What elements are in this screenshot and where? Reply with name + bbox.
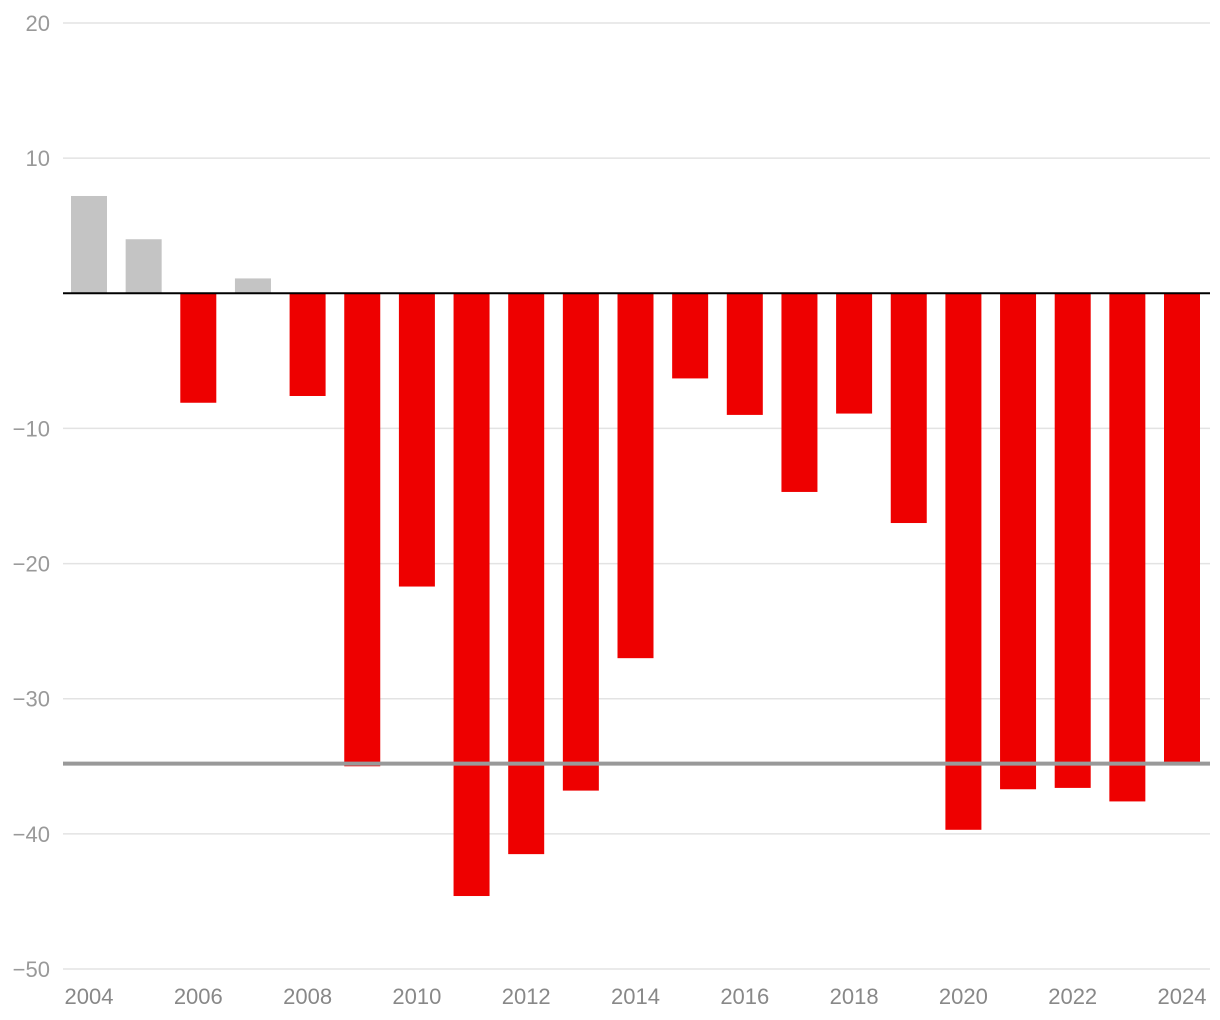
x-tick-label: 2012 bbox=[502, 984, 551, 1009]
reference-lines bbox=[63, 292, 1210, 766]
bar-2013 bbox=[562, 293, 599, 791]
y-tick-label: −40 bbox=[13, 822, 50, 847]
bar-2007 bbox=[234, 278, 271, 294]
x-tick-label: 2024 bbox=[1158, 984, 1207, 1009]
bar-2011 bbox=[453, 293, 490, 897]
bar-2024 bbox=[1164, 293, 1200, 764]
bar-2005 bbox=[125, 239, 162, 294]
bar-2008 bbox=[289, 293, 326, 396]
bar-2014 bbox=[617, 293, 654, 659]
bar-2006 bbox=[180, 293, 217, 403]
bar-2020 bbox=[945, 293, 982, 830]
x-tick-label: 2008 bbox=[283, 984, 332, 1009]
bar-2022 bbox=[1054, 293, 1091, 788]
y-axis-ticks: 20 10 −10 −20 −30 −40 −50 bbox=[13, 11, 50, 982]
x-tick-label: 2018 bbox=[830, 984, 879, 1009]
x-tick-label: 2006 bbox=[174, 984, 223, 1009]
x-tick-label: 2016 bbox=[720, 984, 769, 1009]
x-tick-label: 2014 bbox=[611, 984, 660, 1009]
y-tick-label: −10 bbox=[13, 416, 50, 441]
bar-2016 bbox=[726, 293, 763, 415]
bar-2021 bbox=[1000, 293, 1037, 790]
y-tick-label: 10 bbox=[26, 146, 50, 171]
bar-2012 bbox=[508, 293, 545, 855]
y-tick-label: −30 bbox=[13, 687, 50, 712]
x-tick-label: 2010 bbox=[392, 984, 441, 1009]
y-tick-label: −20 bbox=[13, 552, 50, 577]
bar-2023 bbox=[1109, 293, 1146, 802]
y-tick-label: 20 bbox=[26, 11, 50, 36]
bar-2017 bbox=[781, 293, 818, 492]
bar-2018 bbox=[836, 293, 873, 414]
x-tick-label: 2004 bbox=[65, 984, 114, 1009]
y-tick-label: −50 bbox=[13, 957, 50, 982]
bar-2015 bbox=[672, 293, 709, 379]
bar-2010 bbox=[398, 293, 435, 587]
bar-2019 bbox=[890, 293, 927, 524]
bars bbox=[71, 195, 1200, 897]
x-axis-ticks: 2004 2006 2008 2010 2012 2014 2016 2018 2020 2022… bbox=[65, 984, 1207, 1009]
x-tick-label: 2022 bbox=[1048, 984, 1097, 1009]
bar-2009 bbox=[344, 293, 381, 767]
bar-2004 bbox=[71, 195, 107, 294]
x-tick-label: 2020 bbox=[939, 984, 988, 1009]
